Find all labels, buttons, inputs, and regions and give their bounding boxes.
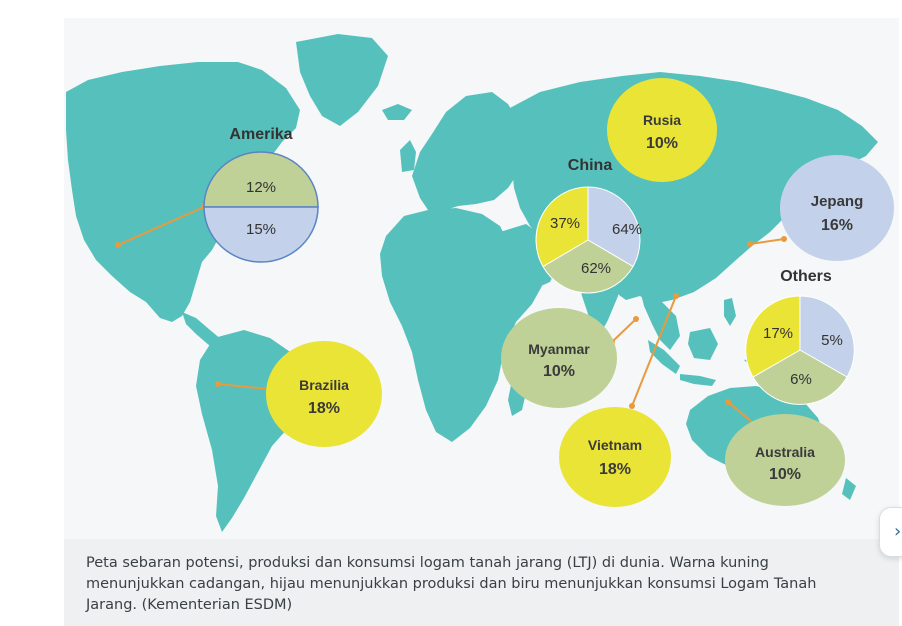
australia-circle xyxy=(725,414,845,506)
myanmar-value: 10% xyxy=(543,363,575,380)
others-production-value: 6% xyxy=(790,371,812,388)
amerika-leader-dot xyxy=(115,242,121,248)
iceland-landmass xyxy=(382,104,412,120)
others-name: Others xyxy=(780,268,832,285)
australia-leader-line xyxy=(727,401,753,423)
china-pie: China 37% 64% 62% xyxy=(535,157,642,294)
philippines-landmass xyxy=(724,298,736,326)
jepang-leader-dot xyxy=(747,241,753,247)
myanmar-leader-line xyxy=(611,318,637,343)
australia-name: Australia xyxy=(755,444,815,460)
china-name: China xyxy=(568,157,613,174)
amerika-consumption-slice xyxy=(203,206,319,263)
brazilia-name: Brazilia xyxy=(299,377,349,393)
jepang-leader-end-dot xyxy=(781,236,787,242)
amerika-leader-line xyxy=(117,206,205,246)
vietnam-leader-dot xyxy=(673,293,679,299)
leader-lines xyxy=(117,206,785,423)
amerika-name: Amerika xyxy=(229,126,292,143)
australia-bubble: Australia 10% xyxy=(725,414,845,506)
chevron-right-icon: › xyxy=(894,521,902,542)
amerika-consumption-value: 15% xyxy=(246,221,276,238)
land-masses xyxy=(66,34,878,532)
china-production-value: 62% xyxy=(581,260,611,277)
china-production-slice xyxy=(542,239,634,294)
caption-text: Peta sebaran potensi, produksi dan konsu… xyxy=(86,555,817,613)
japan-landmass xyxy=(744,192,770,246)
africa-landmass xyxy=(380,208,542,442)
others-pie: Others 17% 5% 6% xyxy=(745,268,855,405)
southeast-asia-landmass xyxy=(640,290,680,350)
vietnam-leader-line xyxy=(631,295,677,407)
jepang-circle xyxy=(780,155,894,261)
others-consumption-value: 5% xyxy=(821,332,843,349)
australia-value: 10% xyxy=(769,466,801,483)
jepang-bubble: Jepang 16% xyxy=(780,155,894,261)
myanmar-leader-end-dot xyxy=(633,316,639,322)
vietnam-bubble: Vietnam 18% xyxy=(559,407,671,507)
brazilia-leader-line xyxy=(217,383,269,390)
rusia-circle xyxy=(607,78,717,182)
jepang-value: 16% xyxy=(821,217,853,234)
rusia-bubble: Rusia 10% xyxy=(607,78,717,182)
greenland-landmass xyxy=(296,34,388,126)
others-reserve-slice xyxy=(745,295,801,378)
myanmar-bubble: Myanmar 10% xyxy=(501,308,617,408)
brazilia-circle xyxy=(266,341,382,447)
myanmar-circle xyxy=(501,308,617,408)
china-reserve-value: 37% xyxy=(550,215,580,232)
world-map: Amerika 12% 15% China 37% 64% 62% Others… xyxy=(66,34,894,532)
brazilia-leader-dot xyxy=(215,381,221,387)
others-reserve-value: 17% xyxy=(763,325,793,342)
china-reserve-slice xyxy=(535,186,589,268)
vietnam-name: Vietnam xyxy=(588,437,642,453)
others-consumption-slice xyxy=(799,295,855,378)
next-slide-button[interactable]: › xyxy=(879,507,902,557)
brazilia-bubble: Brazilia 18% xyxy=(266,341,382,447)
caption-box: Peta sebaran potensi, produksi dan konsu… xyxy=(64,539,899,626)
vietnam-leader-end-dot xyxy=(629,403,635,409)
europe-landmass xyxy=(412,92,526,212)
amerika-production-slice xyxy=(203,151,319,208)
rusia-name: Rusia xyxy=(643,112,681,128)
vietnam-circle xyxy=(559,407,671,507)
north-america-landmass xyxy=(66,62,300,322)
china-consumption-slice xyxy=(587,186,641,268)
borneo-landmass xyxy=(688,328,718,360)
amerika-pie: Amerika 12% 15% xyxy=(203,126,319,263)
uk-landmass xyxy=(400,140,416,172)
vietnam-value: 18% xyxy=(599,461,631,478)
java-landmass xyxy=(680,374,716,386)
rusia-value: 10% xyxy=(646,135,678,152)
jepang-leader-line xyxy=(749,238,785,245)
new-zealand-landmass xyxy=(842,478,856,500)
australia-leader-dot xyxy=(725,399,731,405)
amerika-production-value: 12% xyxy=(246,179,276,196)
myanmar-name: Myanmar xyxy=(528,341,590,357)
jepang-name: Jepang xyxy=(811,193,864,210)
brazilia-value: 18% xyxy=(308,400,340,417)
china-consumption-value: 64% xyxy=(612,221,642,238)
